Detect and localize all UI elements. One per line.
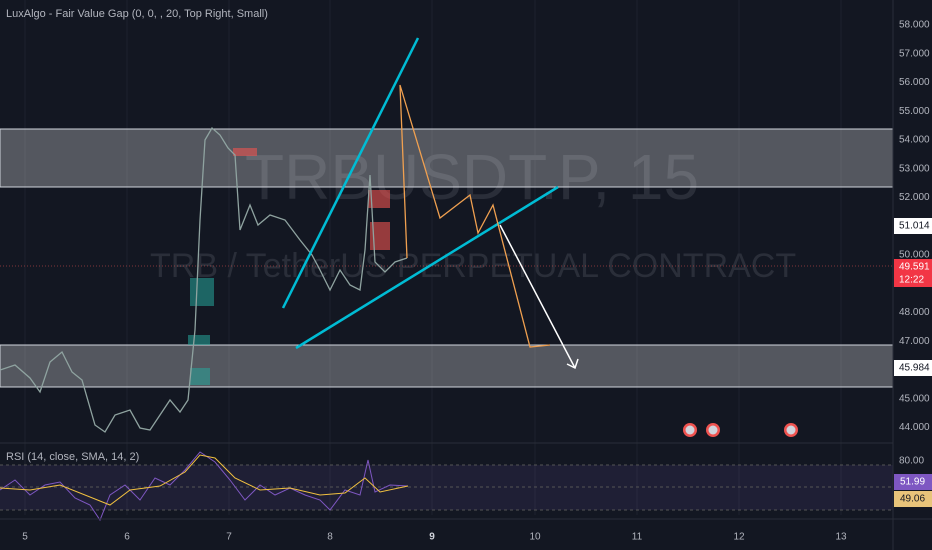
price-label: 45.000: [899, 393, 930, 404]
price-label: 44.000: [899, 422, 930, 433]
rsi-axis-label: 80.00: [899, 456, 924, 467]
rsi-sma-line: [0, 454, 409, 506]
tag-bg: [894, 491, 932, 507]
time-label: 7: [226, 532, 232, 543]
time-axis: 5 6 7 8 9 10 11 12 13: [22, 532, 847, 543]
tag-bg: [894, 259, 932, 287]
rsi-label: RSI (14, close, SMA, 14, 2): [6, 451, 139, 463]
watermark-description: TRB / TetherUS PERPETUAL CONTRACT: [150, 247, 796, 285]
time-label: 12: [733, 532, 745, 543]
time-label: 6: [124, 532, 130, 543]
arrow-head: [566, 358, 579, 370]
tag-bg: [894, 474, 932, 490]
time-label: 5: [22, 532, 28, 543]
trendline-lower: [295, 185, 559, 350]
support-zone: [0, 344, 894, 388]
arrow-line: [499, 224, 576, 369]
fvg-boxes: [188, 148, 390, 385]
price-label: 52.000: [899, 192, 930, 203]
price-tag-upper: 51.014: [899, 221, 930, 232]
price-label: 54.000: [899, 135, 930, 146]
price-tag-last: 49.591: [899, 262, 930, 273]
price-label: 47.000: [899, 336, 930, 347]
price-label: 56.000: [899, 77, 930, 88]
price-countdown: 12:22: [899, 275, 924, 286]
time-label: 8: [327, 532, 333, 543]
price-tag-lower: 45.984: [899, 363, 930, 374]
price-path: [0, 126, 408, 433]
price-label: 53.000: [899, 163, 930, 174]
projection-path: [399, 84, 551, 348]
time-label: 11: [632, 532, 643, 543]
trendline-upper: [281, 37, 420, 309]
time-label: 13: [835, 532, 847, 543]
event-icons: [683, 423, 798, 437]
watermark-symbol: TRBUSDT.P, 15: [245, 141, 699, 213]
price-label: 58.000: [899, 20, 930, 31]
price-label: 50.000: [899, 250, 930, 261]
price-label: 55.000: [899, 106, 930, 117]
time-label: 9: [429, 532, 435, 543]
watermark: TRBUSDT.P, 15 TRB / TetherUS PERPETUAL C…: [150, 141, 796, 285]
time-label: 10: [529, 532, 541, 543]
price-label: 57.000: [899, 48, 930, 59]
tag-bg: [894, 360, 932, 376]
grid: [24, 0, 842, 515]
tag-bg: [894, 218, 932, 234]
resistance-zone: [0, 128, 894, 188]
rsi-value-tag: 51.99: [900, 477, 925, 488]
rsi-sma-tag: 49.06: [900, 494, 925, 505]
indicator-label: LuxAlgo - Fair Value Gap (0, 0, , 20, To…: [6, 8, 268, 20]
price-label: 48.000: [899, 307, 930, 318]
